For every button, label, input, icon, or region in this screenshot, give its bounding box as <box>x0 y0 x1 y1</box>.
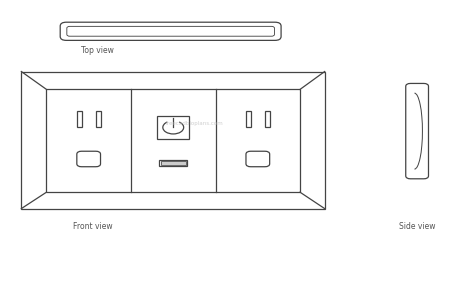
Bar <box>46 89 300 192</box>
Bar <box>265 111 270 128</box>
Bar <box>246 111 251 128</box>
Bar <box>157 116 189 139</box>
Bar <box>161 161 185 165</box>
Text: Top view: Top view <box>81 46 113 55</box>
Bar <box>77 111 82 128</box>
Bar <box>96 111 100 128</box>
Bar <box>161 161 185 165</box>
Bar <box>159 160 188 166</box>
Text: Side view: Side view <box>399 222 436 231</box>
Bar <box>21 72 325 209</box>
Text: freecadbloplans.com: freecadbloplans.com <box>165 121 223 126</box>
Text: Front view: Front view <box>73 222 113 231</box>
